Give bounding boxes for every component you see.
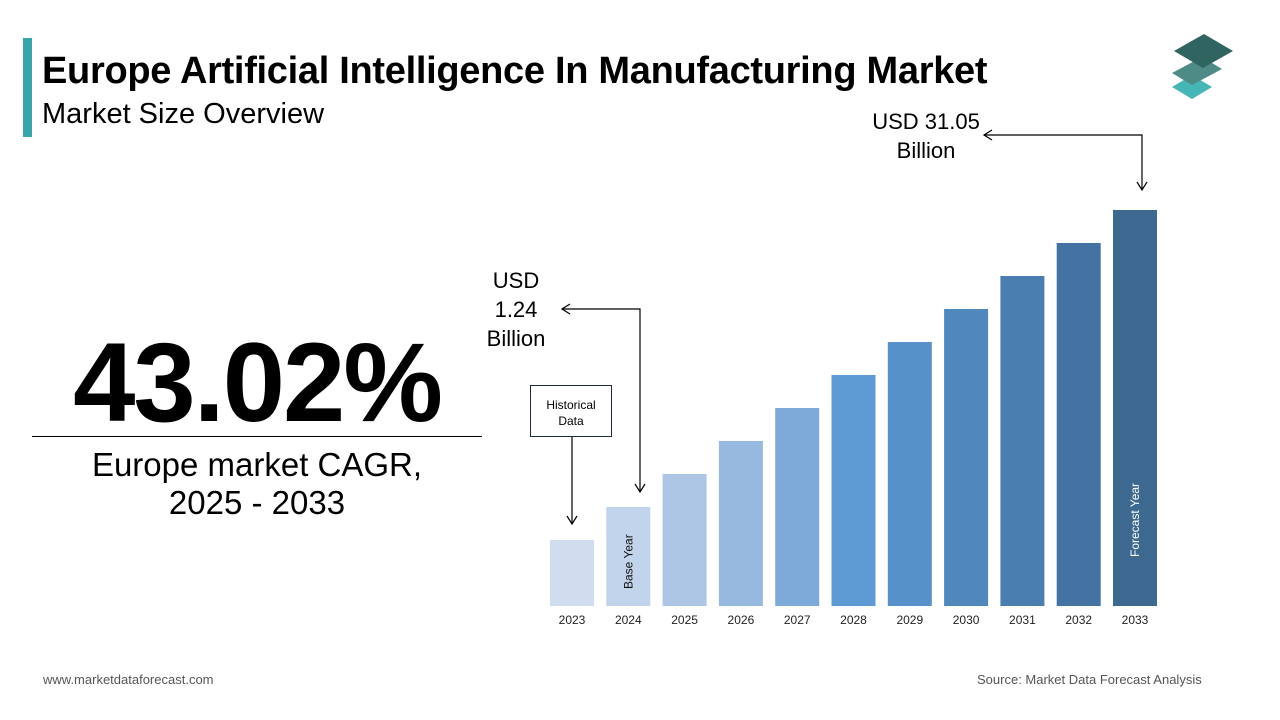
start-value-arrow: [562, 308, 641, 492]
x-tick-label: 2031: [1009, 613, 1036, 627]
x-tick-label: 2026: [728, 613, 755, 627]
bar-2026: [718, 441, 763, 606]
cagr-label: Europe market CAGR, 2025 - 2033: [32, 446, 482, 522]
start-value-line3: Billion: [486, 326, 546, 351]
x-tick-label: 2028: [840, 613, 867, 627]
end-arrowhead-left: [982, 129, 993, 141]
historical-line2: Data: [558, 414, 584, 428]
bar-2029: [887, 342, 932, 606]
historical-line1: Historical: [546, 398, 596, 412]
bar-2023: [550, 540, 594, 606]
start-arrowhead-down: [634, 483, 646, 494]
cagr-label-line1: Europe market CAGR,: [91, 446, 423, 483]
historical-data-box: Historical Data: [530, 385, 612, 437]
start-value-line2: 1.24: [494, 297, 538, 322]
bar-2031: [1000, 276, 1045, 606]
start-value-label: USD 1.24 Billion: [476, 266, 556, 353]
page-title: Europe Artificial Intelligence In Manufa…: [42, 50, 988, 92]
bar-2032: [1056, 243, 1101, 606]
end-value-label: USD 31.05 Billion: [856, 107, 996, 165]
page-subtitle: Market Size Overview: [42, 98, 325, 130]
cagr-value: 43.02%: [73, 320, 443, 445]
end-value-line2: Billion: [896, 138, 956, 163]
x-tick-label: 2030: [953, 613, 980, 627]
bar-2024: [606, 507, 651, 606]
start-arrowhead-left: [560, 303, 571, 315]
historical-arrowhead: [566, 515, 578, 526]
end-value-line1: USD 31.05: [872, 109, 980, 134]
x-tick-label: 2024: [615, 613, 642, 627]
source-note: Source: Market Data Forecast Analysis: [977, 672, 1202, 687]
x-tick-label: 2029: [896, 613, 923, 627]
bar-2027: [775, 408, 820, 606]
end-value-arrow: [984, 134, 1143, 190]
divider: [32, 436, 482, 437]
x-tick-label: 2027: [784, 613, 811, 627]
website-link[interactable]: www.marketdataforecast.com: [43, 672, 214, 687]
x-tick-label: 2032: [1065, 613, 1092, 627]
bar-2030: [944, 309, 989, 606]
title-accent-bar: [23, 38, 32, 137]
bar-2033: [1113, 210, 1157, 606]
bar-2025: [662, 474, 707, 606]
bar-2028: [831, 375, 876, 606]
x-tick-label: 2023: [559, 613, 586, 627]
cagr-label-line2: 2025 - 2033: [168, 484, 346, 521]
x-tick-label: 2033: [1122, 613, 1149, 627]
base-year-label: Base Year: [621, 534, 635, 589]
x-tick-label: 2025: [671, 613, 698, 627]
end-arrowhead-down: [1136, 181, 1148, 192]
start-value-line1: USD: [492, 268, 540, 293]
forecast-year-label: Forecast Year: [1128, 483, 1142, 557]
